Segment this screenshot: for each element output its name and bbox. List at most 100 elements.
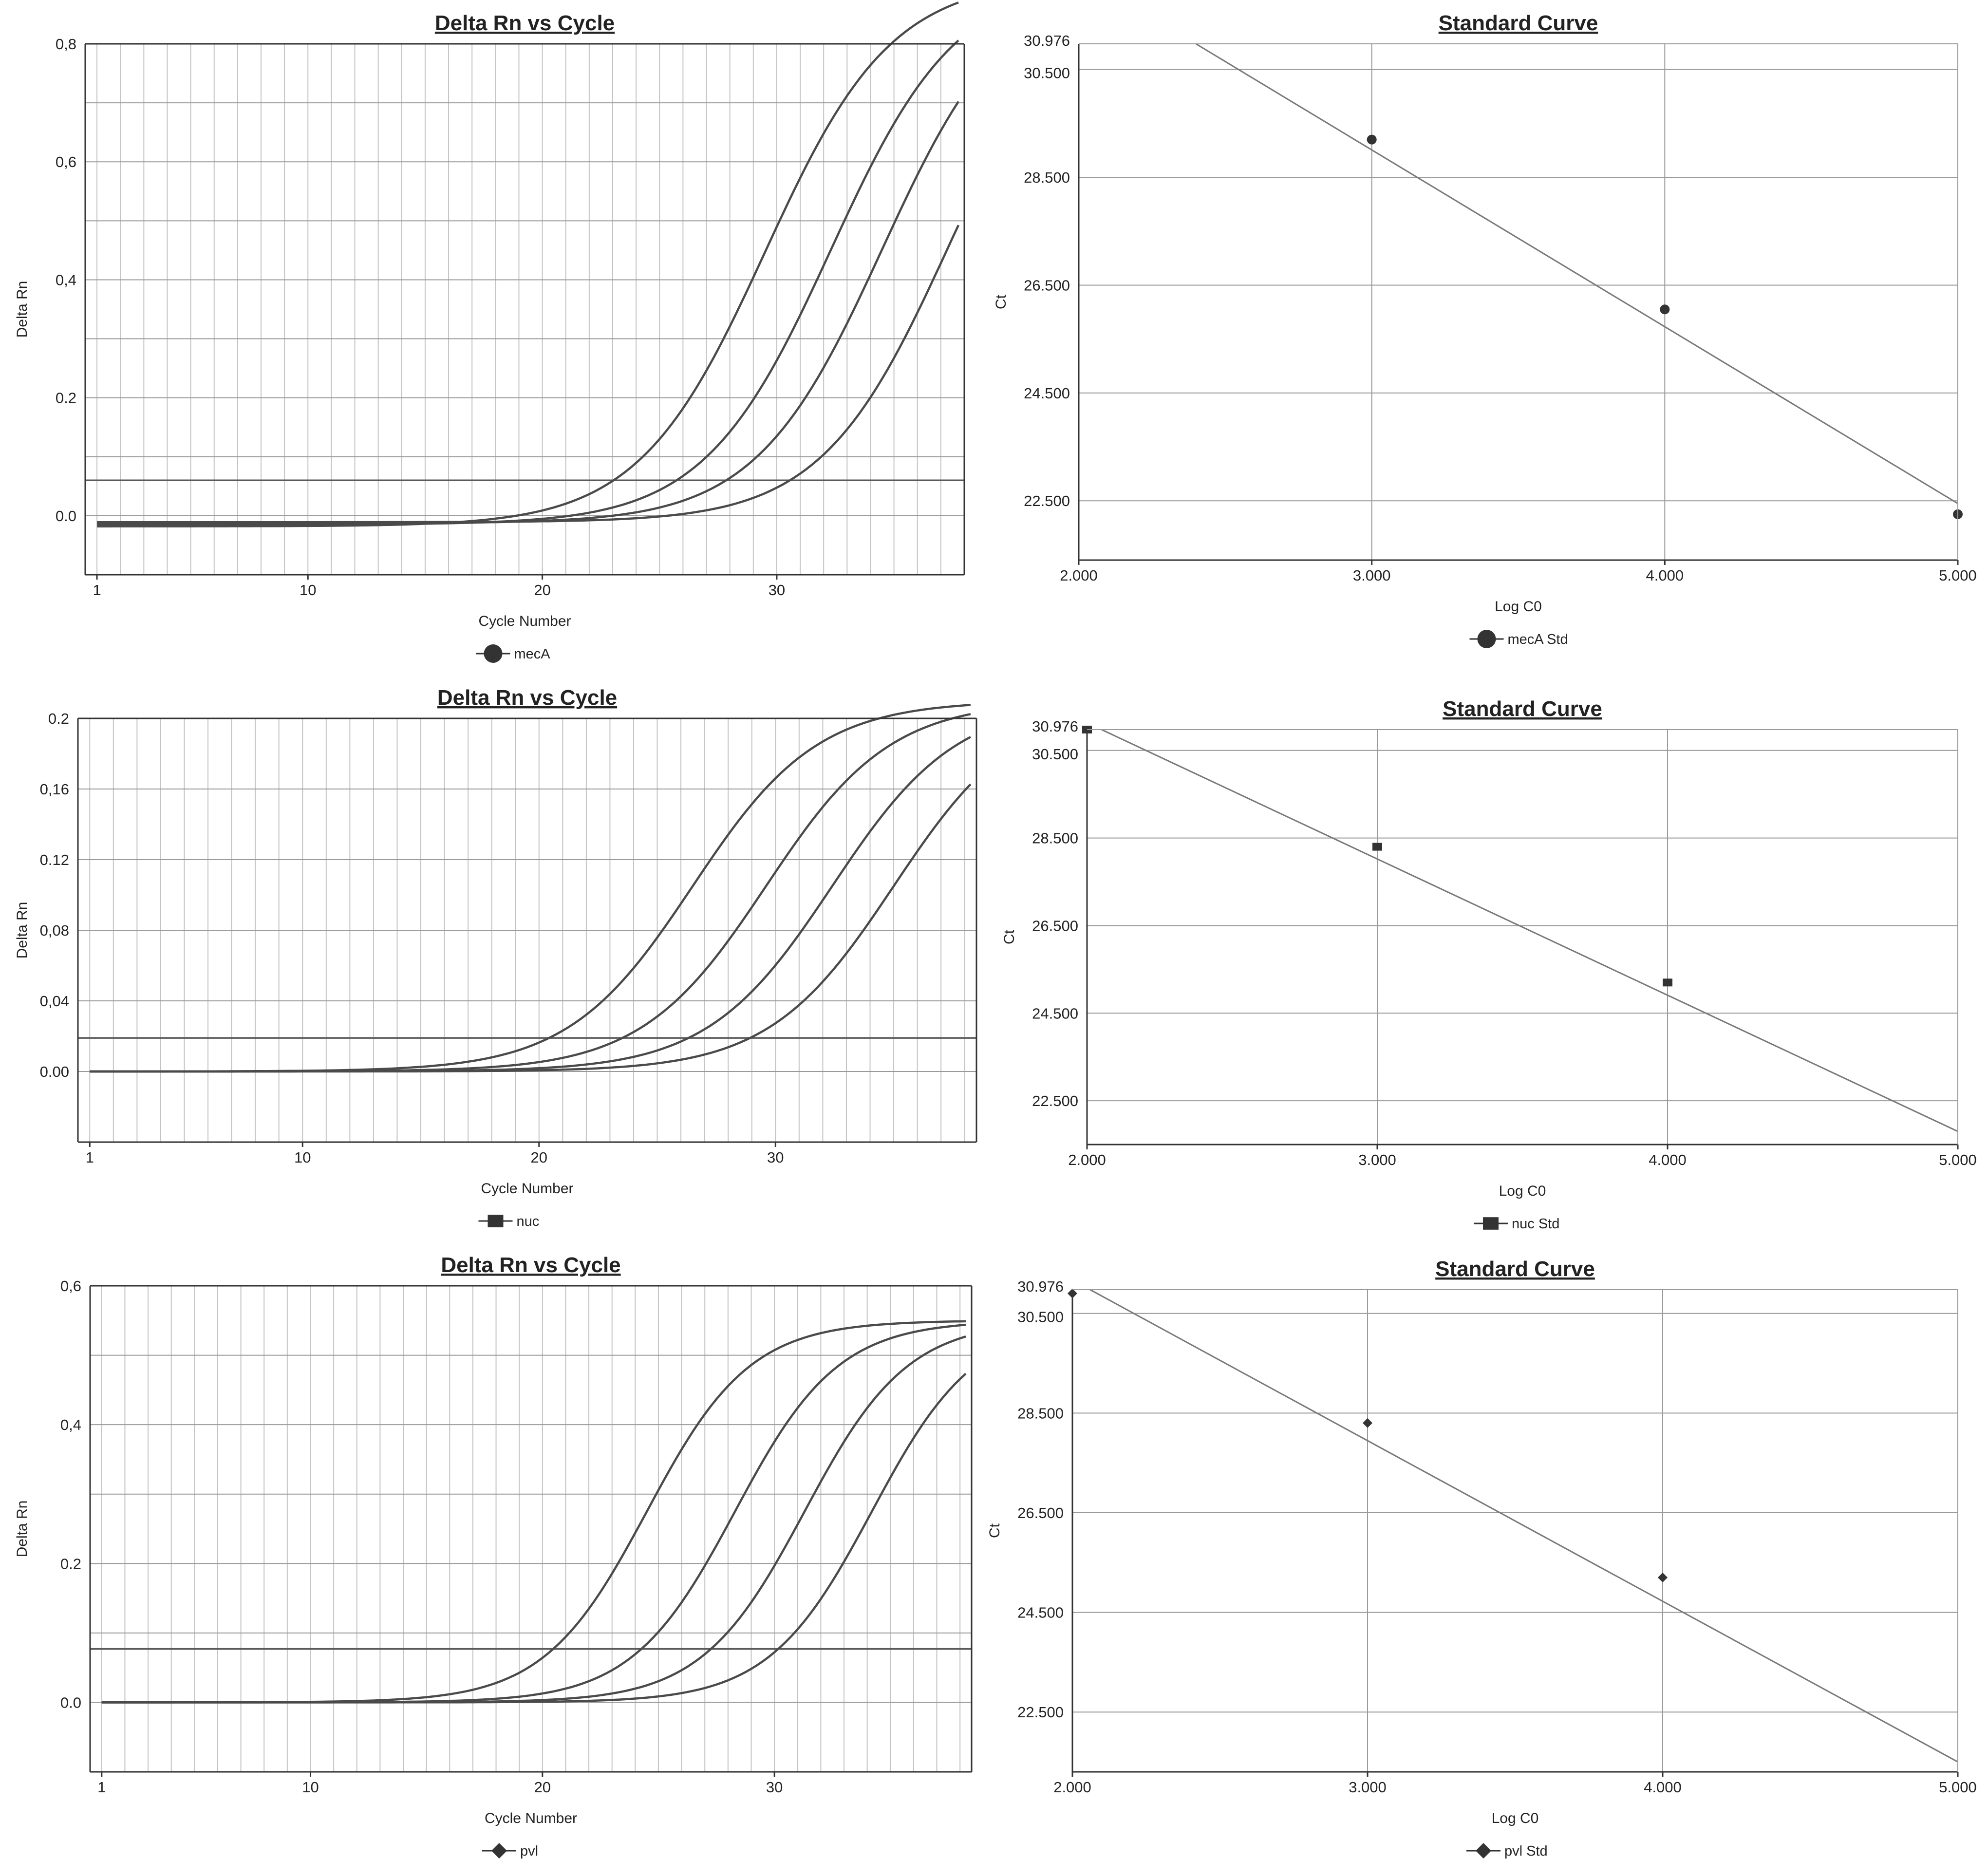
diamond-legend-icon [1476,1843,1491,1859]
y-tick-label: 0.2 [56,390,76,407]
data-point-2 [1372,843,1382,851]
amplification-curve-2 [90,713,971,1073]
legend-label: pvl [520,1843,538,1859]
x-axis-label: Cycle Number [481,1181,573,1197]
regression-line [1089,1289,1958,1763]
y-tick-label: 30.976 [1017,1278,1064,1295]
data-point-2 [1363,1418,1372,1428]
circle-legend-icon [1477,630,1496,648]
y-tick-label: 28.500 [1024,169,1070,186]
y-tick-label: 28.500 [1032,830,1078,847]
x-tick-label: 20 [531,1149,547,1166]
circle-legend-icon [484,644,503,663]
legend-label: nuc Std [1512,1216,1559,1232]
y-tick-label: 0,04 [40,993,69,1010]
x-axis-label: Cycle Number [485,1810,577,1826]
y-tick-label: 0.0 [60,1694,81,1711]
y-tick-label: 30.500 [1032,746,1078,763]
y-axis-label: Delta Rn [14,1501,30,1558]
y-tick-label: 0.12 [40,851,69,868]
legend-label: pvl Std [1504,1843,1548,1859]
y-axis-label: Ct [1001,929,1017,944]
y-tick-label: 30.500 [1024,65,1070,82]
y-axis-label: Delta Rn [14,902,30,959]
y-tick-label: 28.500 [1017,1405,1064,1422]
square-legend-icon [488,1215,504,1227]
x-tick-label: 4.000 [1644,1779,1682,1796]
y-tick-label: 24.500 [1024,385,1070,402]
y-tick-label: 26.500 [1032,917,1078,934]
x-tick-label: 10 [294,1149,311,1166]
x-axis-label: Cycle Number [478,613,571,629]
amplification-curve-2 [97,39,959,526]
amplification-curve-1 [101,1320,966,1704]
y-tick-label: 30.500 [1017,1309,1064,1326]
amplification-curve-4 [97,225,960,524]
amp-plot-pvl: Delta Rn vs Cycle 1 10 20 30 0.0 0.2 0,4 0,6 Cycl… [10,1242,979,1860]
amp-plot-pvl-svg: Delta Rn vs Cycle 1 10 20 30 0.0 0.2 0,4 0,6 Cycl… [14,1253,973,1859]
regression-line [1195,43,1958,505]
x-tick-label: 3.000 [1353,567,1391,584]
x-tick-label: 20 [534,582,550,599]
x-tick-label: 10 [302,1779,319,1796]
x-tick-label: 2.000 [1060,567,1098,584]
y-axis-label: Ct [987,1523,1003,1538]
standard-curve-pvl: Standard Curve 2.000 3.000 4.000 5.000 22.500… [987,1242,1988,1860]
y-tick-label: 22.500 [1017,1704,1064,1721]
y-tick-label: 30.976 [1032,718,1078,735]
legend-label: nuc [517,1214,540,1229]
standard-curve-meca-svg: Standard Curve 2.000 3.000 4.000 5.000 22.500… [993,11,1977,648]
x-tick-label: 10 [300,582,316,599]
chart-title: Delta Rn vs Cycle [435,11,615,35]
x-tick-label: 1 [86,1149,94,1166]
amplification-curve-4 [101,1372,967,1704]
y-tick-label: 22.500 [1024,492,1070,509]
standard-curve-nuc-svg: Standard Curve 2.000 3.000 4.000 5.000 22.500… [1001,697,1977,1232]
data-point-2 [1660,304,1670,315]
x-tick-label: 30 [769,582,785,599]
y-axis-label: Ct [993,294,1009,309]
x-tick-label: 5.000 [1939,1151,1977,1168]
chart-title: Standard Curve [1439,11,1598,35]
y-tick-label: 0,08 [40,922,69,939]
amp-plot-nuc-svg: Delta Rn vs Cycle 1 10 20 30 0.00 0,04 0,08 0.12… [14,686,977,1229]
y-tick-label: 26.500 [1024,277,1070,294]
x-tick-label: 3.000 [1349,1779,1387,1796]
y-tick-label: 22.500 [1032,1092,1078,1109]
x-tick-label: 2.000 [1053,1779,1091,1796]
x-tick-label: 5.000 [1939,567,1977,584]
y-tick-label: 0.2 [48,710,69,727]
y-axis-label: Delta Rn [14,281,30,338]
y-tick-label: 24.500 [1032,1005,1078,1022]
amplification-curve-2 [101,1323,966,1704]
x-tick-label: 20 [534,1779,551,1796]
x-tick-label: 3.000 [1358,1151,1396,1168]
amp-plot-meca-svg: Delta Rn vs Cycle 1 10 20 30 0.0 0.2 0,4 0,6 0,8 C… [14,1,965,663]
y-tick-label: 0,6 [56,153,76,170]
x-axis-label: Log C0 [1492,1810,1539,1826]
x-tick-label: 30 [767,1149,784,1166]
data-point-3 [1658,1572,1668,1582]
chart-title: Standard Curve [1435,1257,1595,1281]
standard-curve-pvl-svg: Standard Curve 2.000 3.000 4.000 5.000 22.500… [987,1257,1977,1859]
y-tick-label: 0,4 [56,271,76,288]
standard-curve-nuc: Standard Curve 2.000 3.000 4.000 5.000 22.500… [998,677,1988,1232]
y-tick-label: 0,8 [56,36,76,53]
x-tick-label: 2.000 [1068,1151,1106,1168]
y-tick-label: 0,4 [60,1416,81,1433]
regression-line [1101,729,1958,1132]
y-tick-label: 0.0 [56,507,76,525]
diamond-legend-icon [491,1843,507,1859]
y-tick-label: 0,6 [60,1278,81,1295]
x-axis-label: Log C0 [1495,599,1542,615]
chart-title: Standard Curve [1443,697,1602,721]
y-tick-label: 0,16 [40,781,69,798]
y-tick-label: 24.500 [1017,1604,1064,1621]
data-point-3 [1663,978,1672,987]
x-tick-label: 5.000 [1939,1779,1977,1796]
amplification-curve-3 [90,736,971,1073]
x-tick-label: 30 [766,1779,783,1796]
x-tick-label: 4.000 [1649,1151,1687,1168]
amplification-curve-4 [90,783,972,1073]
legend-label: mecA [514,646,551,662]
